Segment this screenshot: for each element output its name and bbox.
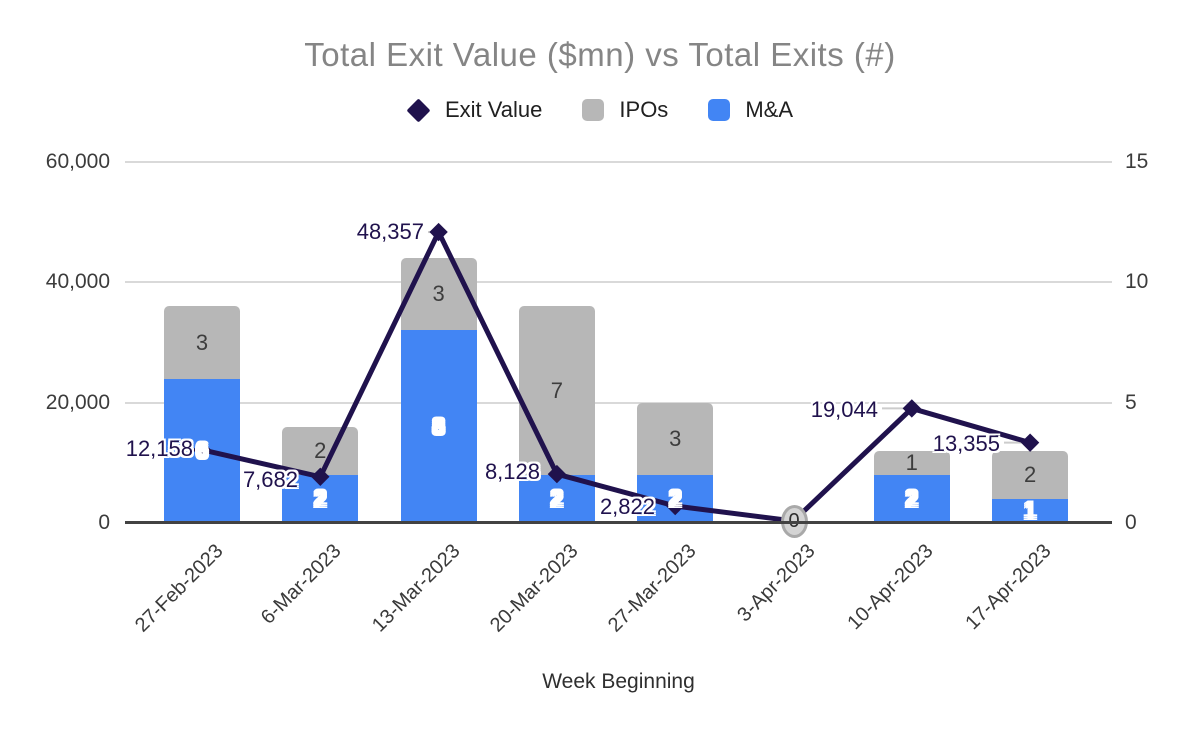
- left-axis-tick-label: 60,000: [45, 150, 110, 173]
- exit-value-label: 7,682: [242, 467, 298, 492]
- line-marker[interactable]: [311, 467, 330, 486]
- bar-ma-segment[interactable]: [873, 474, 950, 523]
- bar-value-label: 8: [432, 413, 445, 439]
- bar-value-label: 3: [195, 329, 209, 355]
- right-axis-tick-label: 15: [1125, 150, 1149, 173]
- bar-ma-segment[interactable]: [400, 330, 477, 523]
- exit-value-label: 48,357: [356, 219, 424, 244]
- legend-item-ma[interactable]: M&A: [708, 97, 793, 123]
- bar-ipo-segment[interactable]: [282, 426, 359, 475]
- x-axis-line: [125, 521, 1112, 524]
- bar-value-label: 1: [1023, 497, 1037, 523]
- line-marker[interactable]: [429, 222, 448, 242]
- bar-ipo-segment[interactable]: [518, 306, 595, 475]
- bar-ma-segment[interactable]: [992, 498, 1069, 523]
- bar-ipo-segment[interactable]: [873, 450, 950, 475]
- exit-value-label: 19,044: [810, 397, 878, 422]
- exit-value-line[interactable]: [201, 226, 1031, 524]
- gridline: [125, 401, 1112, 404]
- legend-label: IPOs: [619, 97, 669, 122]
- bar-value-label: 1: [905, 449, 918, 475]
- bar-value-label: 2: [314, 437, 327, 463]
- left-axis-tick-label: 20,000: [45, 390, 110, 414]
- legend-item-exit-value[interactable]: Exit Value: [406, 97, 543, 123]
- line-marker[interactable]: [547, 464, 567, 484]
- line-marker[interactable]: [666, 496, 685, 516]
- legend-label: M&A: [745, 97, 793, 122]
- bar-value-label: 6: [195, 437, 209, 463]
- square-icon: [708, 99, 731, 121]
- left-axis-tick-label: 0: [98, 511, 110, 534]
- bar-value-label: 2: [905, 485, 918, 511]
- right-axis-tick-label: 0: [1125, 511, 1137, 534]
- chart-title: Total Exit Value ($mn) vs Total Exits (#…: [304, 36, 896, 73]
- bar-value-label: 3: [669, 425, 682, 451]
- exit-value-label: 12,158: [125, 436, 193, 461]
- line-marker[interactable]: [1020, 433, 1040, 452]
- bar-value-label: 2: [669, 485, 682, 511]
- legend-item-ipos[interactable]: IPOs: [582, 97, 668, 123]
- bar-value-label: 7: [550, 377, 564, 403]
- right-axis-tick-label: 5: [1125, 390, 1137, 414]
- bar-ipo-segment[interactable]: [400, 258, 477, 331]
- left-axis-tick-label: 40,000: [45, 270, 110, 294]
- bar-value-label: 2: [1023, 461, 1037, 487]
- bar-value-label: 2: [550, 485, 564, 511]
- legend-label: Exit Value: [444, 97, 543, 122]
- bar-value-label: 3: [432, 281, 445, 307]
- right-axis-tick-label: 10: [1125, 270, 1149, 294]
- bar-ipo-segment[interactable]: [637, 402, 714, 475]
- bar-value-label: 2: [314, 485, 327, 511]
- exit-value-label: 8,128: [484, 459, 540, 484]
- line-marker[interactable]: [902, 399, 921, 418]
- legend: Exit Value IPOs M&A: [0, 97, 1200, 123]
- square-icon: [582, 99, 605, 121]
- x-axis-title: Week Beginning: [542, 670, 695, 693]
- line-marker[interactable]: [192, 440, 212, 460]
- bar-ipo-segment[interactable]: [992, 450, 1069, 499]
- gridline: [125, 161, 1112, 163]
- exit-value-label: 2,822: [599, 494, 655, 519]
- gridline: [125, 281, 1112, 284]
- exit-value-label: 13,355: [932, 431, 1000, 456]
- bar-ipo-segment[interactable]: [164, 306, 240, 379]
